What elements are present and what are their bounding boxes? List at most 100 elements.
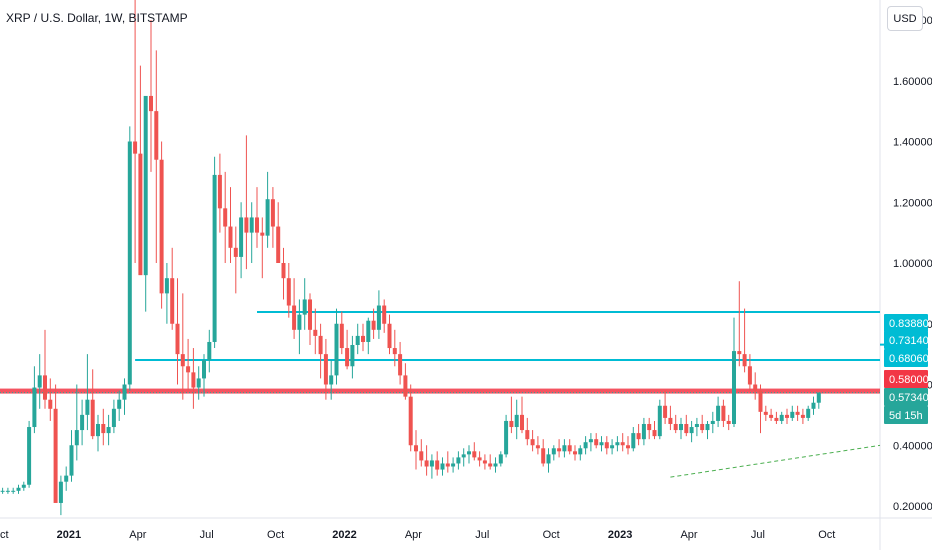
candle-body	[594, 439, 599, 446]
y-tick-label: 1.60000	[893, 76, 932, 88]
candle-body	[779, 414, 784, 421]
countdown-tag: 5d 15h	[889, 410, 923, 422]
candle-body	[207, 341, 212, 361]
candle-body	[806, 408, 811, 418]
candle-body	[212, 174, 217, 342]
candle-body	[482, 460, 487, 464]
x-tick-label: Oct	[267, 529, 284, 541]
candle-body	[345, 348, 350, 367]
candle-body	[127, 141, 132, 385]
y-tick-label: 0.20000	[893, 501, 932, 513]
candle-body	[705, 423, 710, 431]
symbol-title[interactable]: XRP / U.S. Dollar, 1W, BITSTAMP	[6, 11, 188, 25]
candle-body	[69, 445, 74, 476]
candle-body	[27, 427, 32, 485]
candle-body	[668, 417, 673, 424]
candle-body	[641, 423, 646, 440]
candle-body	[800, 414, 805, 418]
candle-body	[599, 442, 604, 446]
candle-body	[180, 354, 185, 367]
candle-body	[281, 263, 286, 279]
candle-body	[652, 430, 657, 437]
candle-body	[228, 226, 233, 248]
candle-body	[472, 451, 477, 458]
candle-body	[588, 439, 593, 443]
candle-body	[716, 405, 721, 421]
candle-body	[223, 208, 228, 227]
candle-body	[700, 423, 705, 431]
candle-body	[424, 460, 429, 467]
candle-body	[318, 335, 323, 355]
candle-body	[276, 226, 281, 263]
candle-body	[525, 430, 530, 440]
candle-body	[80, 414, 85, 431]
candle-body	[286, 278, 291, 306]
candle-body	[255, 217, 259, 233]
x-tick-label: Jul	[200, 529, 214, 541]
level-tag-bg	[884, 314, 928, 332]
candle-body	[541, 448, 546, 464]
candle-body	[509, 420, 514, 428]
candle-body	[785, 414, 789, 418]
candle-body	[578, 448, 583, 455]
candle-body	[175, 323, 180, 355]
candle-body	[302, 299, 307, 315]
candle-body	[504, 420, 509, 455]
candle-body	[85, 399, 90, 415]
currency-button[interactable]: USD	[887, 6, 923, 31]
candle-body	[122, 384, 127, 400]
candle-body	[191, 372, 196, 388]
candle-body	[387, 323, 392, 349]
candle-body	[562, 445, 567, 452]
candle-body	[567, 445, 572, 452]
candle-body	[297, 314, 302, 330]
candle-body	[361, 335, 365, 342]
candle-body	[689, 427, 694, 434]
candle-body	[546, 454, 551, 464]
candle-body	[520, 414, 524, 431]
candle-body	[557, 448, 562, 452]
candle-body	[530, 439, 535, 446]
candle-body	[737, 351, 742, 355]
candle-body	[615, 442, 620, 446]
candle-body	[270, 199, 275, 227]
level-tag-bg	[884, 349, 928, 367]
candle-body	[376, 305, 381, 330]
candle-body	[747, 366, 752, 385]
level-tag-bg	[884, 331, 928, 349]
candle-body	[445, 463, 450, 467]
candle-body	[265, 199, 270, 236]
candle-body	[514, 414, 519, 428]
candle-body	[48, 399, 53, 409]
current-price-tag: 0.57340	[889, 392, 929, 404]
candle-body	[488, 463, 493, 467]
candle-body	[329, 375, 334, 385]
candle-body	[769, 414, 774, 418]
candle-body	[308, 299, 312, 330]
candle-body	[170, 278, 175, 324]
x-tick-label: Apr	[129, 529, 146, 541]
candle-body	[790, 411, 795, 418]
candle-body	[647, 423, 652, 431]
candle-body	[74, 430, 79, 446]
candle-body	[753, 384, 758, 391]
candle-body	[32, 387, 37, 428]
candle-body	[334, 323, 339, 376]
candle-body	[679, 423, 683, 431]
candle-body	[414, 445, 418, 452]
candle-body	[583, 442, 588, 449]
candle-body	[366, 320, 371, 342]
candle-body	[663, 405, 668, 418]
candle-body	[53, 408, 58, 503]
candle-body	[694, 423, 699, 428]
candle-body	[721, 405, 726, 421]
candle-body	[604, 442, 609, 449]
candle-body	[742, 354, 747, 367]
candle-body	[43, 375, 47, 400]
candle-body	[143, 95, 148, 276]
candle-body	[392, 348, 397, 355]
candle-body	[159, 159, 164, 294]
candle-body	[451, 463, 456, 467]
